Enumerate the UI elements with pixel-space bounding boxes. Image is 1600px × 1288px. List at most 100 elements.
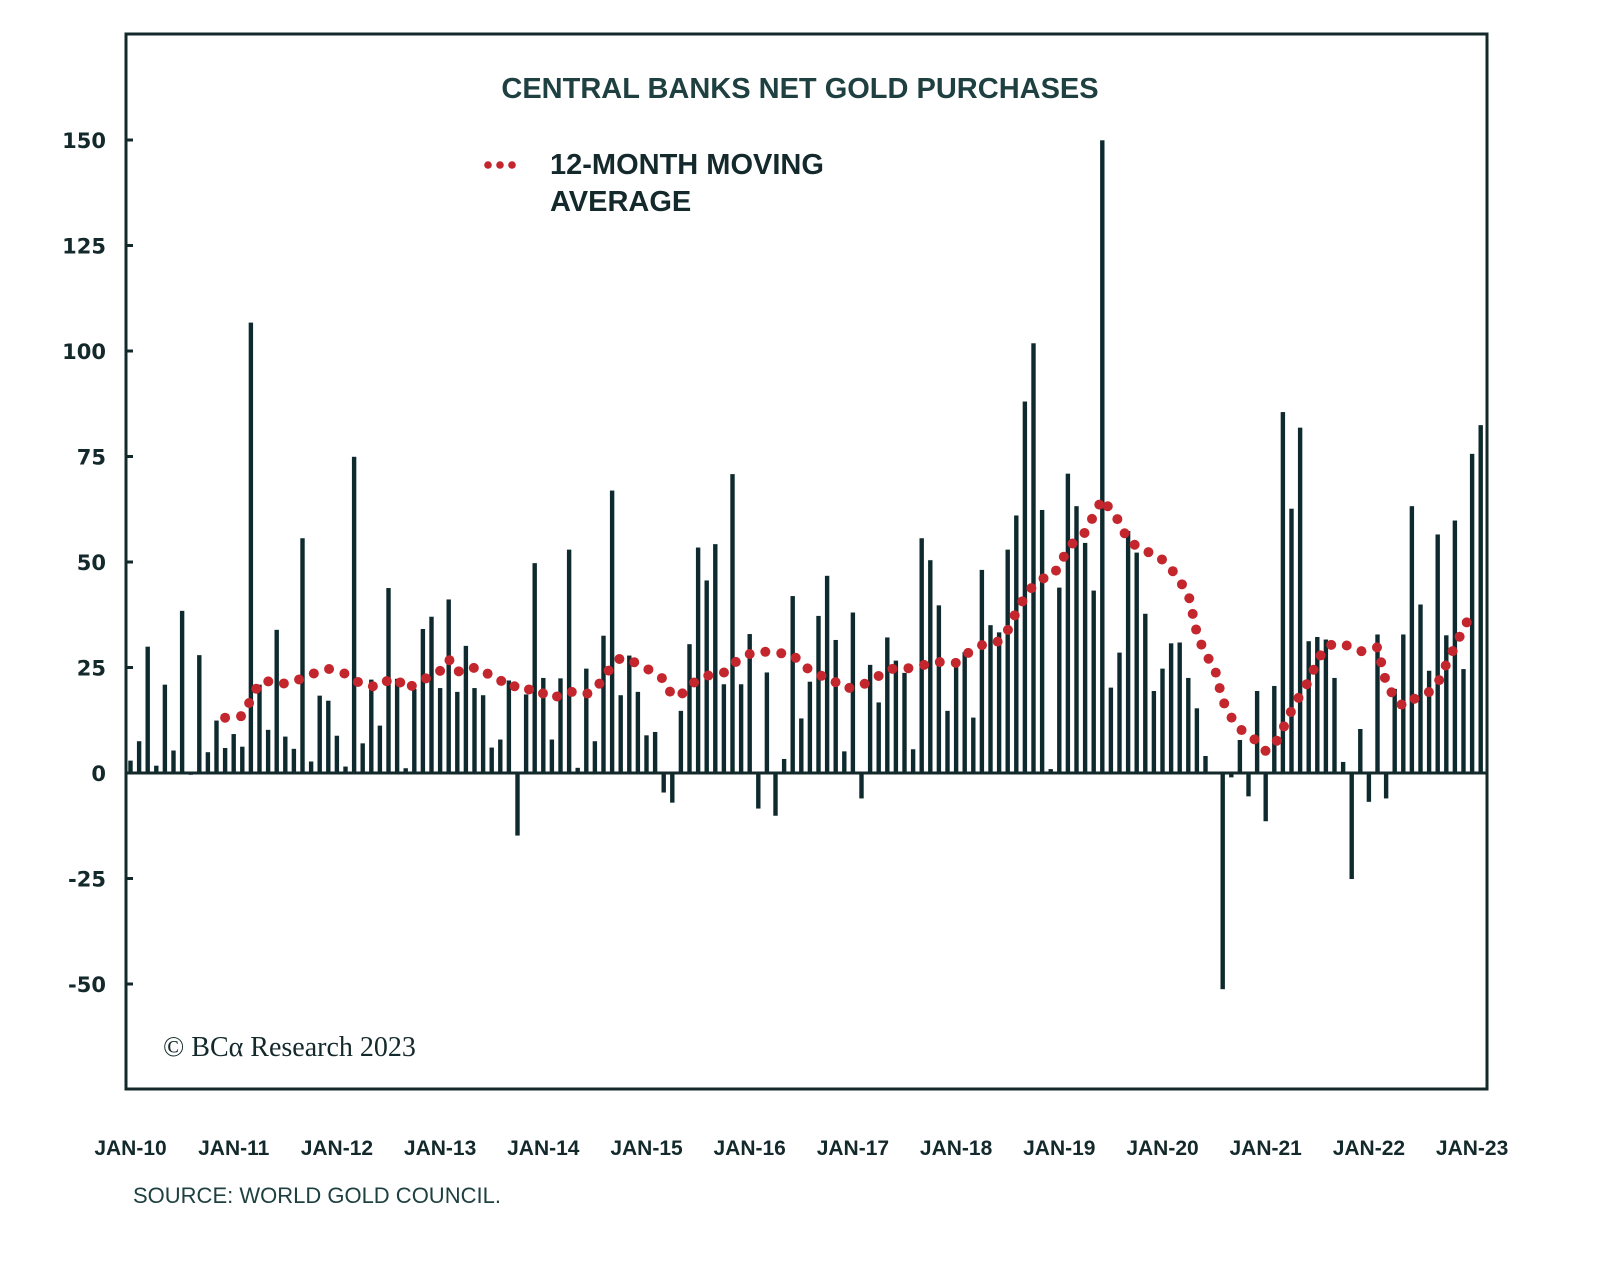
- bar: [230, 733, 237, 774]
- moving-average-dot: [1409, 693, 1420, 704]
- moving-average-dot: [844, 682, 855, 693]
- bar: [394, 678, 400, 774]
- bar: [1168, 642, 1174, 774]
- bar: [1159, 668, 1166, 774]
- moving-average-dot: [1176, 579, 1187, 590]
- moving-average-dot: [950, 657, 961, 668]
- moving-average-dot: [1326, 639, 1337, 650]
- bar: [781, 758, 787, 774]
- bar: [1340, 761, 1346, 774]
- moving-average-dot: [1079, 527, 1090, 538]
- bar: [1366, 772, 1372, 803]
- bar: [1348, 772, 1355, 880]
- bar: [377, 725, 383, 774]
- legend-dot: [496, 161, 504, 169]
- source-note: SOURCE: WORLD GOLD COUNCIL.: [133, 1183, 501, 1208]
- moving-average-dot: [278, 678, 289, 689]
- bar: [789, 595, 796, 774]
- bar: [162, 684, 168, 774]
- moving-average-dot: [1102, 501, 1113, 512]
- bar: [471, 687, 478, 774]
- moving-average-dot: [677, 688, 688, 699]
- moving-average-dot: [1017, 596, 1028, 607]
- moving-average-dot: [468, 662, 479, 673]
- bar: [1219, 772, 1226, 990]
- bar: [961, 651, 968, 774]
- moving-average-dot: [887, 663, 898, 674]
- bar: [265, 729, 271, 774]
- bar: [325, 700, 332, 774]
- moving-average-dot: [1184, 593, 1195, 604]
- y-tick-label: 100: [62, 340, 106, 364]
- moving-average-dot: [603, 665, 614, 676]
- bar: [815, 615, 822, 774]
- moving-average-dot: [1356, 646, 1367, 657]
- moving-average-dot: [1315, 650, 1326, 661]
- bar: [1417, 603, 1424, 774]
- moving-average-dot: [934, 657, 945, 668]
- moving-average-dot: [859, 678, 870, 689]
- bar: [910, 748, 916, 774]
- bar: [523, 693, 529, 774]
- x-tick-label: JAN-13: [404, 1137, 476, 1160]
- bar: [1202, 755, 1209, 774]
- bar: [772, 772, 779, 817]
- moving-average-dot: [730, 656, 741, 667]
- bar: [901, 672, 908, 774]
- moving-average-dot: [339, 668, 350, 679]
- moving-average-dot: [1038, 573, 1049, 584]
- moving-average-dot: [873, 670, 884, 681]
- bar: [411, 688, 418, 774]
- bar: [136, 740, 142, 774]
- bar: [420, 628, 426, 774]
- moving-average-dot: [629, 657, 640, 668]
- moving-average-dot: [1434, 675, 1445, 686]
- bar: [600, 635, 607, 774]
- moving-average-dot: [1376, 657, 1387, 668]
- y-tick-label: 125: [62, 235, 106, 259]
- bar: [437, 687, 443, 774]
- bar: [170, 749, 177, 774]
- bar: [1237, 739, 1243, 774]
- bar: [239, 746, 246, 774]
- moving-average-dot: [406, 680, 417, 691]
- moving-average-dot: [1002, 624, 1013, 635]
- bar: [841, 750, 848, 774]
- moving-average-dot: [367, 681, 378, 692]
- moving-average-dot: [1379, 672, 1390, 683]
- moving-average-dot: [308, 668, 319, 679]
- bar: [944, 710, 951, 774]
- bar: [480, 694, 486, 774]
- moving-average-dot: [435, 665, 446, 676]
- bar: [506, 679, 512, 774]
- bar: [798, 717, 805, 774]
- moving-average-dot: [1058, 551, 1069, 562]
- moving-average-dot: [251, 683, 262, 694]
- bar: [1383, 772, 1389, 800]
- bar: [359, 742, 366, 774]
- x-tick-label: JAN-16: [714, 1137, 786, 1160]
- moving-average-dot: [537, 688, 548, 699]
- bar: [334, 735, 340, 774]
- moving-average-dot: [1094, 499, 1105, 510]
- x-tick-label: JAN-15: [610, 1137, 683, 1160]
- bar: [1297, 427, 1303, 774]
- moving-average-dot: [689, 677, 700, 688]
- bar: [807, 681, 813, 774]
- bar: [936, 604, 942, 774]
- bar: [1004, 549, 1011, 774]
- bar: [497, 738, 504, 774]
- moving-average-dot: [1236, 725, 1247, 736]
- moving-average-dot: [453, 666, 464, 677]
- bar: [832, 639, 839, 774]
- bar: [1357, 728, 1364, 774]
- moving-average-dot: [552, 691, 563, 702]
- moving-average-dot: [1308, 664, 1319, 675]
- bar-series: [127, 139, 1484, 990]
- moving-average-dot: [381, 676, 392, 687]
- moving-average-dot: [614, 653, 625, 664]
- moving-average-dot: [802, 663, 813, 674]
- bar: [351, 456, 357, 774]
- moving-average-dot: [1026, 583, 1037, 594]
- bar: [609, 489, 615, 774]
